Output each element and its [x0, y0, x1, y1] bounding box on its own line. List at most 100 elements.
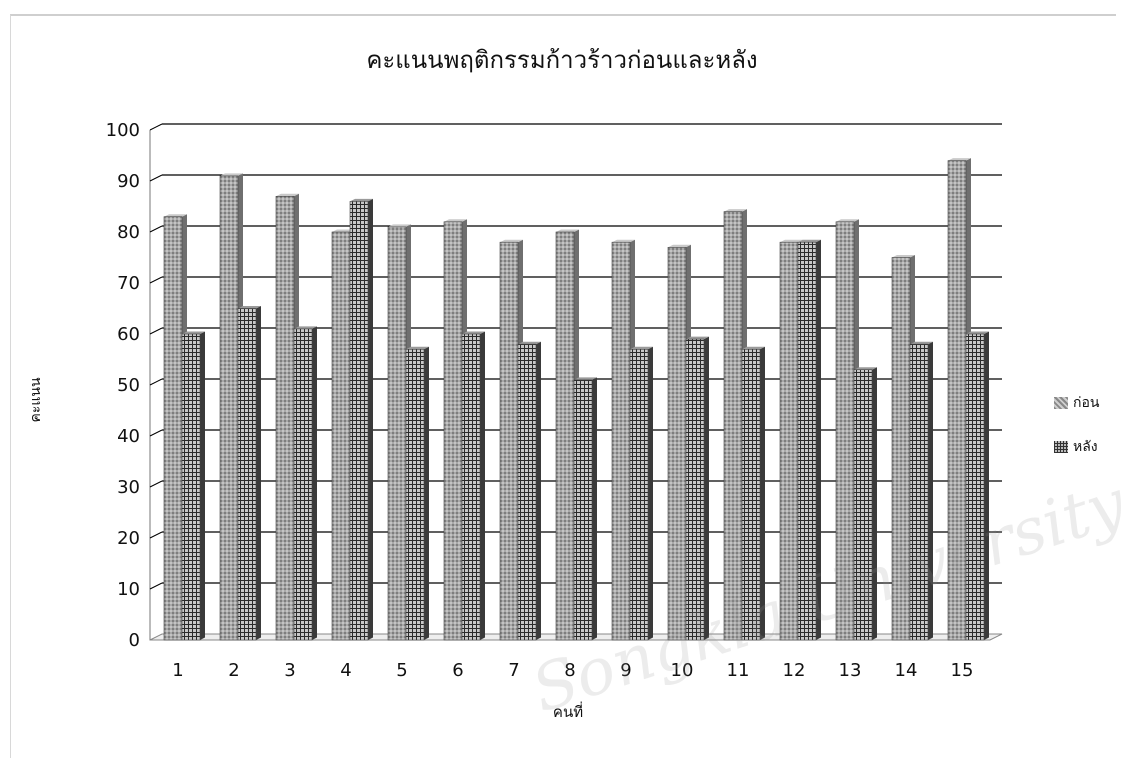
bar-before: [667, 247, 687, 641]
x-tick-label: 13: [839, 660, 862, 681]
x-tick-label: 1: [172, 660, 183, 681]
bar-side: [704, 336, 709, 640]
bar-side: [480, 331, 485, 640]
bar-top: [350, 198, 373, 202]
bar-top: [182, 331, 205, 334]
bar-before: [499, 241, 519, 641]
legend-label-after: หลัง: [1073, 439, 1098, 455]
y-tick-label: 10: [117, 579, 140, 600]
bar-top: [462, 331, 485, 334]
x-axis-label: คนที่: [552, 703, 584, 721]
gridline-side: [149, 276, 163, 284]
bar-before: [443, 221, 463, 641]
bar-top: [668, 244, 691, 248]
bar-top: [686, 336, 709, 340]
bar-after: [293, 328, 313, 641]
x-tick-label: 4: [340, 660, 351, 681]
gridline-side: [149, 429, 163, 437]
bar-before: [275, 196, 295, 641]
y-tick-label: 20: [117, 528, 140, 549]
legend: ก่อน หลัง: [1054, 392, 1099, 480]
bar-after: [853, 369, 873, 641]
bar-top: [444, 219, 467, 222]
bar-top: [406, 346, 429, 350]
x-tick-label: 12: [783, 660, 806, 681]
gridline-side: [149, 480, 163, 488]
gridline-side: [149, 531, 163, 539]
x-tick-label: 14: [895, 660, 918, 681]
bar-side: [536, 341, 541, 640]
bar-after: [349, 201, 369, 641]
y-tick-label: 0: [129, 630, 140, 651]
x-tick-label: 5: [396, 660, 407, 681]
bar-top: [892, 255, 915, 258]
gridline-side: [149, 378, 163, 386]
bar-side: [200, 331, 205, 640]
bar-after: [181, 333, 201, 641]
y-tick-label: 80: [117, 222, 140, 243]
legend-swatch-after: [1054, 441, 1068, 453]
bar-after: [965, 333, 985, 641]
x-tick-label: 8: [564, 660, 575, 681]
bar-before: [219, 175, 239, 641]
bar-top: [612, 239, 635, 243]
bar-top: [164, 214, 187, 217]
bar-side: [760, 346, 765, 640]
bar-top: [388, 224, 411, 227]
y-tick-label: 60: [117, 324, 140, 345]
bar-side: [872, 367, 877, 640]
x-tick-label: 15: [951, 660, 974, 681]
bar-after: [517, 343, 537, 641]
gridline-side: [149, 225, 163, 233]
x-tick-label: 6: [452, 660, 463, 681]
bar-before: [723, 211, 743, 641]
x-tick-label: 11: [727, 660, 750, 681]
bar-side: [312, 326, 317, 640]
bar-top: [276, 193, 299, 197]
bar-top: [836, 219, 859, 222]
bar-after: [797, 241, 817, 641]
bar-before: [387, 226, 407, 641]
bar-top: [948, 158, 971, 161]
gridline-side: [149, 174, 163, 182]
bar-top: [780, 239, 803, 243]
y-tick-label: 70: [117, 273, 140, 294]
bar-top: [294, 326, 317, 329]
bar-after: [685, 338, 705, 641]
bar-after: [573, 379, 593, 641]
x-tick-label: 7: [508, 660, 519, 681]
bar-after: [237, 308, 257, 641]
bar-before: [163, 216, 183, 641]
bar-side: [928, 341, 933, 640]
bar-top: [574, 377, 597, 380]
bar-top: [630, 346, 653, 350]
bar-top: [556, 229, 579, 232]
bar-top: [724, 209, 747, 212]
bar-top: [742, 346, 765, 350]
gridline-side: [149, 582, 163, 590]
bar-after: [405, 348, 425, 641]
bar-top: [220, 173, 243, 176]
gridline-side: [149, 123, 163, 131]
chart-title: คะแนนพฤติกรรมก้าวร้าวก่อนและหลัง: [366, 46, 758, 74]
y-tick-label: 50: [117, 375, 140, 396]
bar-after: [909, 343, 929, 641]
bar-after: [741, 348, 761, 641]
chart-frame: [10, 14, 1116, 758]
y-tick-label: 90: [117, 171, 140, 192]
legend-swatch-before: [1054, 397, 1068, 409]
bar-side: [592, 377, 597, 640]
bar-side: [424, 346, 429, 640]
bar-top: [238, 306, 261, 309]
bar-top: [798, 239, 821, 243]
bar-after: [461, 333, 481, 641]
x-tick-label: 10: [671, 660, 694, 681]
bar-top: [332, 229, 355, 232]
y-tick-label: 30: [117, 477, 140, 498]
bar-before: [611, 241, 631, 641]
bar-top: [910, 341, 933, 345]
x-tick-label: 3: [284, 660, 295, 681]
bar-top: [966, 331, 989, 334]
bar-side: [984, 331, 989, 640]
bar-after: [629, 348, 649, 641]
